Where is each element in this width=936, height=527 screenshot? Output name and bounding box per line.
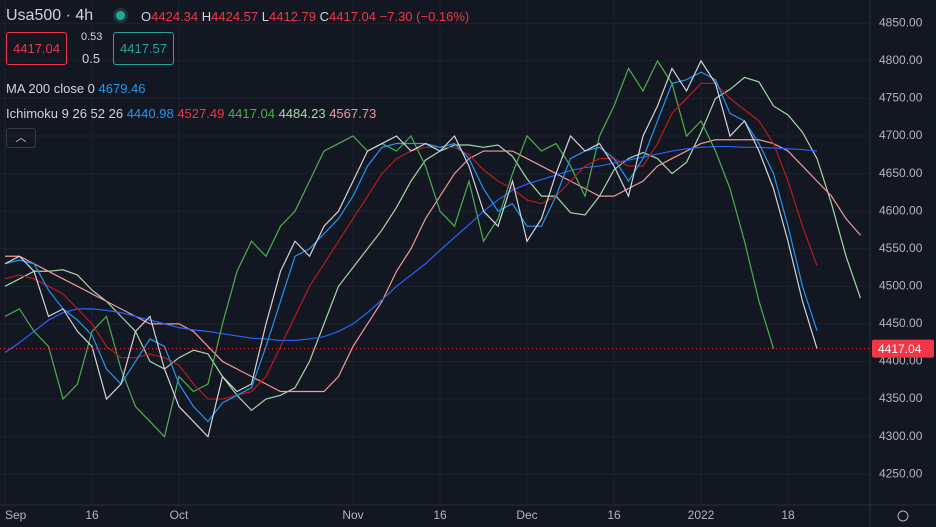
o-label: O bbox=[141, 9, 152, 24]
close: 4417.04 bbox=[329, 9, 377, 24]
interval[interactable]: 4h bbox=[75, 7, 94, 24]
series-line bbox=[4, 76, 862, 412]
y-tick-label: 4500.00 bbox=[879, 278, 923, 292]
y-tick-label: 4450.00 bbox=[879, 316, 923, 330]
x-tick-label: 16 bbox=[433, 508, 447, 522]
high: 4424.57 bbox=[211, 9, 259, 24]
spread: 0.53 bbox=[81, 31, 103, 43]
y-tick-label: 4250.00 bbox=[879, 466, 923, 480]
l-label: L bbox=[261, 9, 269, 24]
y-tick-label: 4300.00 bbox=[879, 429, 923, 443]
ichimoku-value: 4567.73 bbox=[329, 106, 377, 121]
ohlc: O4424.34 H4424.57 L4412.79 C4417.04 −7.3… bbox=[141, 9, 469, 24]
y-tick-label: 4750.00 bbox=[879, 91, 923, 105]
collapse-button[interactable]: ︿ bbox=[6, 128, 36, 148]
series-line bbox=[4, 59, 818, 438]
x-tick-label: 18 bbox=[781, 508, 795, 522]
y-tick-label: 4800.00 bbox=[879, 53, 923, 67]
series-line bbox=[4, 71, 818, 423]
change: −7.30 (−0.16%) bbox=[379, 9, 470, 24]
symbol[interactable]: Usa500 bbox=[6, 7, 62, 24]
series-line bbox=[4, 145, 818, 353]
y-tick-label: 4350.00 bbox=[879, 391, 923, 405]
ichimoku-value: 4484.23 bbox=[278, 106, 326, 121]
market-status bbox=[115, 11, 125, 20]
settings-icon bbox=[897, 510, 909, 522]
x-tick-label: Dec bbox=[516, 508, 537, 522]
x-tick-label: 16 bbox=[85, 508, 99, 522]
ichimoku-legend: Ichimoku 9 26 52 26 4440.98 4527.49 4417… bbox=[6, 106, 376, 121]
open: 4424.34 bbox=[151, 9, 199, 24]
y-tick-label: 4850.00 bbox=[879, 15, 923, 29]
ichimoku-value: 4527.49 bbox=[177, 106, 225, 121]
last-price-label: 4417.04 bbox=[878, 342, 922, 356]
ichimoku-label: Ichimoku 9 26 52 26 bbox=[6, 106, 124, 121]
ichimoku-value: 4417.04 bbox=[227, 106, 275, 121]
x-tick-label: 16 bbox=[607, 508, 621, 522]
x-tick-label: 2022 bbox=[688, 508, 715, 522]
ichimoku-value: 4440.98 bbox=[126, 106, 174, 121]
y-tick-label: 4650.00 bbox=[879, 166, 923, 180]
lot[interactable]: 0.5 bbox=[82, 51, 101, 66]
last-price-box bbox=[872, 339, 934, 358]
x-tick-label: Oct bbox=[170, 508, 189, 522]
ma-legend: MA 200 close 0 4679.46 bbox=[6, 81, 146, 96]
y-tick-label: 4550.00 bbox=[879, 241, 923, 255]
buy-button[interactable]: 4417.57 bbox=[113, 32, 174, 65]
series-line bbox=[4, 59, 775, 438]
x-tick-label: Sep bbox=[5, 508, 27, 522]
h-label: H bbox=[201, 9, 212, 24]
series-line bbox=[5, 139, 861, 393]
low: 4412.79 bbox=[269, 9, 316, 24]
y-tick-label: 4700.00 bbox=[879, 128, 923, 142]
ma-label: MA 200 close 0 bbox=[6, 81, 95, 96]
series-line bbox=[4, 82, 818, 400]
y-tick-label: 4600.00 bbox=[879, 203, 923, 217]
sell-button[interactable]: 4417.04 bbox=[6, 32, 67, 65]
symbol-row: Usa500 · 4h bbox=[6, 7, 125, 25]
c-label: C bbox=[319, 9, 330, 24]
x-tick-label: Nov bbox=[342, 508, 363, 522]
ma-value: 4679.46 bbox=[98, 81, 146, 96]
